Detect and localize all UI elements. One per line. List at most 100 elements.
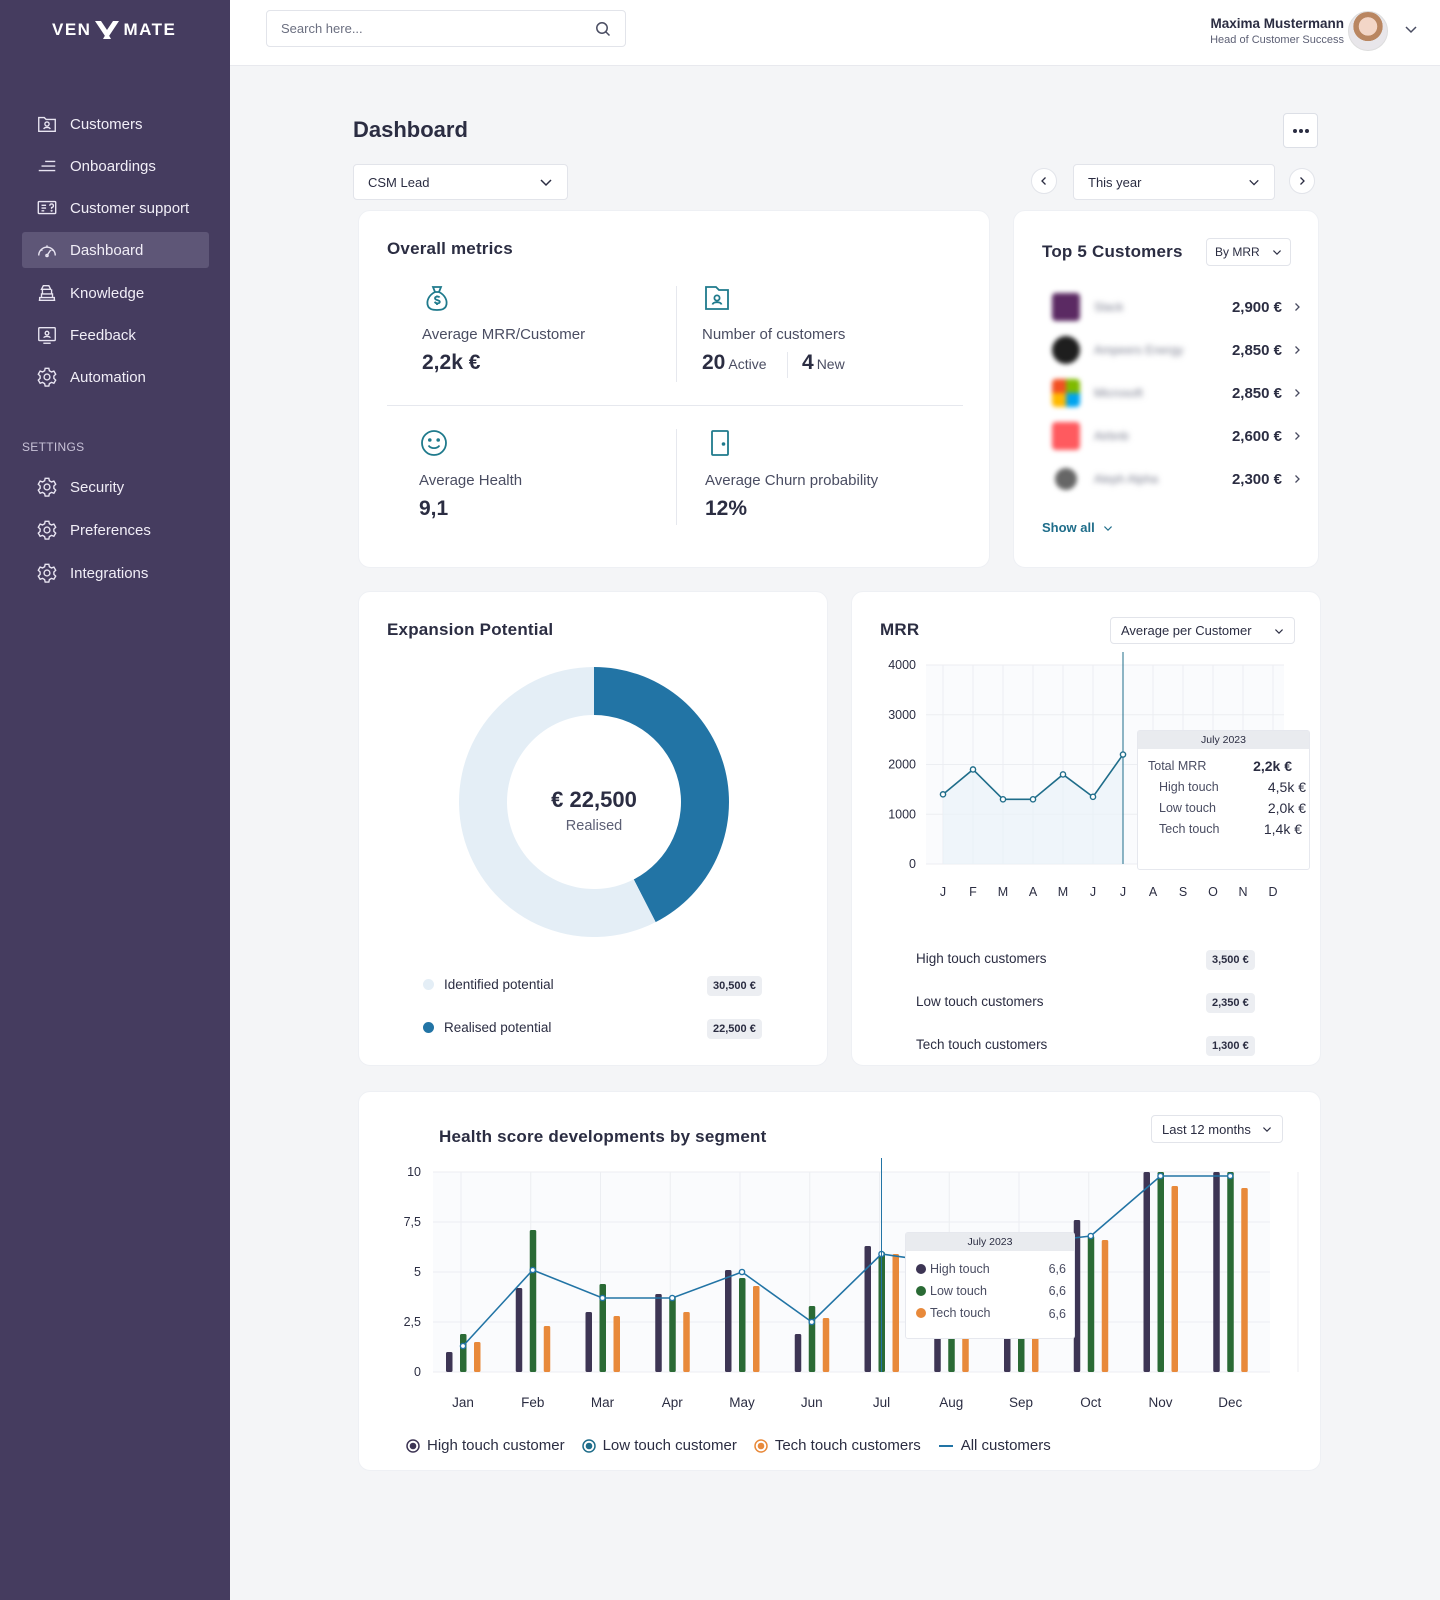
bar-tech-touch xyxy=(822,1318,830,1372)
legend-label: All customers xyxy=(960,1437,1051,1454)
sidebar-item-onboardings[interactable]: Onboardings xyxy=(22,148,209,184)
x-tick-label: May xyxy=(729,1395,755,1410)
sidebar-item-customer-support[interactable]: Customer support xyxy=(22,190,209,226)
legend-low-touch[interactable]: Low touch customer xyxy=(581,1437,737,1454)
logo[interactable]: VEN MATE xyxy=(52,20,176,40)
segment-value: 1,300 € xyxy=(1206,1036,1255,1056)
sidebar-item-preferences[interactable]: Preferences xyxy=(22,512,209,548)
all-customers-line xyxy=(462,1175,1231,1347)
mrr-mode-select[interactable]: Average per Customer xyxy=(1110,617,1295,644)
sidebar-item-dashboard[interactable]: Dashboard xyxy=(22,232,209,268)
period-next-button[interactable] xyxy=(1289,168,1315,194)
search-icon[interactable] xyxy=(595,21,611,37)
logo-mark-icon xyxy=(95,21,120,39)
top-customers-sort-select[interactable]: By MRR xyxy=(1206,238,1291,266)
tooltip-row-value: 6,6 xyxy=(1048,1307,1066,1321)
x-tick-label: F xyxy=(969,885,977,899)
tooltip-row-value: 6,6 xyxy=(1048,1284,1066,1298)
x-tick-label: Dec xyxy=(1218,1395,1242,1410)
sidebar-item-automation[interactable]: Automation xyxy=(22,359,209,395)
company-name: Microsoft xyxy=(1094,386,1143,400)
avatar[interactable] xyxy=(1348,11,1388,51)
company-mrr: 2,900 € xyxy=(1231,298,1282,316)
legend-dot xyxy=(423,979,434,990)
tooltip-row-label: Low touch xyxy=(1159,801,1216,815)
all-customers-point xyxy=(459,1342,467,1350)
top-customer-row[interactable]: Microsoft 2,850 € xyxy=(1052,378,1302,408)
top-customer-row[interactable]: Airbnb 2,600 € xyxy=(1052,421,1302,451)
tooltip-dot xyxy=(916,1308,926,1318)
chevron-down-icon[interactable] xyxy=(1404,22,1418,36)
chevron-down-icon xyxy=(1275,628,1283,634)
x-tick-label: Sep xyxy=(1009,1395,1033,1410)
top-customer-row[interactable]: Slack 2,900 € xyxy=(1052,292,1302,322)
sidebar-item-feedback[interactable]: Feedback xyxy=(22,317,209,353)
tooltip-row: Low touch xyxy=(916,1284,987,1298)
sidebar-item-label: Security xyxy=(70,478,125,496)
search-input[interactable] xyxy=(281,21,595,36)
door-icon xyxy=(711,430,729,456)
gear-icon xyxy=(35,475,59,499)
num-customers-label: Number of customers xyxy=(702,326,846,343)
y-tick-label: 2,5 xyxy=(404,1315,421,1329)
bar-tech-touch xyxy=(892,1254,899,1372)
legend-tech-touch[interactable]: Tech touch customers xyxy=(753,1437,921,1454)
x-tick-label: Jun xyxy=(801,1395,823,1410)
sidebar-item-label: Dashboard xyxy=(70,241,144,259)
x-tick-label: A xyxy=(1029,885,1038,899)
mrr-segment-tech: Tech touch customers xyxy=(916,1037,1047,1052)
divider xyxy=(387,405,963,406)
all-customers-point xyxy=(1157,1172,1164,1180)
health-period-select[interactable]: Last 12 months xyxy=(1151,1115,1283,1143)
legend-all-customers[interactable]: All customers xyxy=(937,1437,1051,1454)
expansion-potential-card: Expansion Potential € 22,500 Realised Id… xyxy=(358,591,828,1066)
sidebar-item-label: Preferences xyxy=(70,521,151,539)
sidebar-item-integrations[interactable]: Integrations xyxy=(22,555,209,591)
show-all-link[interactable]: Show all xyxy=(1042,520,1113,535)
donut-slice-identified xyxy=(459,667,656,937)
x-tick-label: M xyxy=(1058,885,1068,899)
mrr-point xyxy=(1059,771,1067,778)
csm-filter-select[interactable]: CSM Lead xyxy=(353,164,568,200)
legend-high-touch[interactable]: High touch customer xyxy=(405,1437,565,1454)
bar-high-touch xyxy=(446,1352,453,1372)
top-customers-title: Top 5 Customers xyxy=(1042,242,1183,261)
more-dots-icon xyxy=(1292,128,1309,133)
all-customers-point xyxy=(529,1266,537,1274)
bar-high-touch xyxy=(864,1246,871,1372)
active-count: 20 xyxy=(702,351,726,374)
churn-value: 12% xyxy=(705,497,748,520)
sidebar-item-label: Feedback xyxy=(70,326,136,344)
new-count: 4 xyxy=(802,351,814,374)
tooltip-dot xyxy=(916,1286,926,1296)
y-tick-label: 5 xyxy=(414,1265,421,1279)
knowledge-icon xyxy=(35,281,59,305)
mrr-tooltip: July 2023 Total MRR 2,2k € High touch 4,… xyxy=(1137,730,1310,870)
x-tick-label: J xyxy=(1120,885,1126,899)
company-mrr: 2,850 € xyxy=(1231,384,1282,402)
sort-value: By MRR xyxy=(1215,245,1260,259)
sidebar-item-customers[interactable]: Customers xyxy=(22,106,209,142)
more-options-button[interactable] xyxy=(1283,113,1318,148)
period-prev-button[interactable] xyxy=(1031,168,1057,194)
y-tick-label: 4000 xyxy=(888,658,916,672)
overall-metrics-card: Overall metrics Average MRR/Customer 2,2… xyxy=(358,210,990,568)
chevron-right-icon xyxy=(1295,303,1300,311)
sidebar-item-knowledge[interactable]: Knowledge xyxy=(22,275,209,311)
legend-label: Realised potential xyxy=(444,1020,552,1035)
show-all-label: Show all xyxy=(1042,520,1095,535)
bar-high-touch xyxy=(725,1270,732,1372)
x-tick-label: A xyxy=(1149,885,1158,899)
churn-label: Average Churn probability xyxy=(705,472,879,489)
new-customers-value: 4 New xyxy=(802,351,845,375)
legend-label: High touch customer xyxy=(427,1437,565,1454)
period-select[interactable]: This year xyxy=(1073,164,1275,200)
legend-identified-potential: Identified potential xyxy=(423,977,554,992)
x-tick-label: Apr xyxy=(662,1395,684,1410)
top-customer-row[interactable]: Ampeers Energy 2,850 € xyxy=(1052,335,1302,365)
x-tick-label: J xyxy=(1090,885,1096,899)
user-info[interactable]: Maxima Mustermann Head of Customer Succe… xyxy=(1210,16,1344,46)
top-customer-row[interactable]: Aleph Alpha 2,300 € xyxy=(1052,464,1302,494)
sidebar-item-security[interactable]: Security xyxy=(22,469,209,505)
tooltip-row-value: 6,6 xyxy=(1048,1262,1066,1276)
